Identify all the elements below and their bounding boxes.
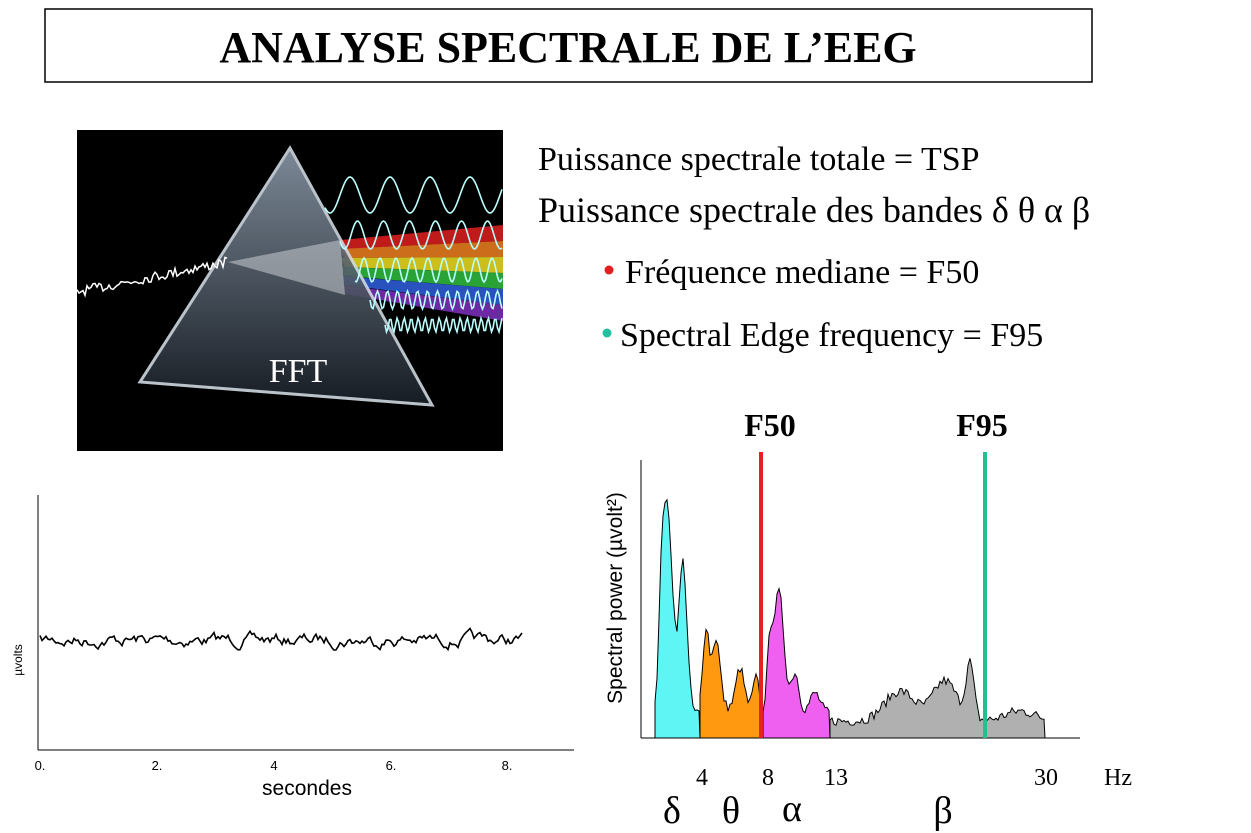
input-signal bbox=[76, 256, 228, 298]
wave bbox=[324, 176, 503, 214]
x-tick-label: 8 bbox=[762, 765, 774, 791]
x-tick-label: 4 bbox=[270, 758, 277, 773]
x-tick-label: 4 bbox=[696, 765, 708, 791]
spectrum bbox=[654, 498, 1046, 739]
bullet: Fréquence mediane = F50 bbox=[625, 254, 979, 291]
x-tick-label: 6. bbox=[386, 758, 397, 773]
bullet-dot bbox=[602, 328, 612, 338]
x-label: secondes bbox=[262, 777, 352, 800]
definition: Puissance spectrale totale = TSP bbox=[538, 141, 980, 178]
band-area bbox=[762, 586, 831, 739]
band-label: α bbox=[782, 788, 802, 830]
band-area bbox=[654, 498, 701, 739]
title: ANALYSE SPECTRALE DE L’EEG bbox=[219, 23, 916, 72]
band-label: δ bbox=[663, 790, 681, 832]
rainbow-band bbox=[340, 276, 503, 305]
definition: Puissance spectrale des bandes δ θ α β bbox=[538, 190, 1090, 230]
prism-label: FFT bbox=[269, 353, 328, 390]
x-tick-label: 8. bbox=[502, 758, 513, 773]
band-area bbox=[829, 658, 1046, 739]
marker-label: F95 bbox=[956, 407, 1008, 443]
rainbow-band bbox=[340, 241, 503, 258]
bullet: Spectral Edge frequency = F95 bbox=[620, 317, 1043, 354]
band-area bbox=[699, 627, 764, 739]
eeg-trace bbox=[39, 627, 523, 652]
marker-label: F50 bbox=[744, 407, 796, 443]
y-label: Spectral power (µvolt²) bbox=[604, 492, 627, 704]
wave bbox=[354, 256, 503, 284]
rainbow bbox=[340, 225, 503, 321]
x-tick-label: Hz bbox=[1104, 765, 1132, 791]
wave bbox=[384, 315, 503, 335]
x-tick-label: 30 bbox=[1034, 765, 1058, 791]
title-box bbox=[44, 8, 1093, 83]
wave bbox=[339, 220, 503, 250]
band-label: β bbox=[933, 790, 952, 832]
x-tick-label: 0. bbox=[35, 758, 46, 773]
y-label: µvolts bbox=[11, 644, 25, 676]
x-tick-label: 2. bbox=[152, 758, 163, 773]
light-beam bbox=[228, 240, 345, 295]
x-tick-label: 13 bbox=[824, 765, 848, 791]
waves bbox=[76, 176, 503, 335]
band-label: θ bbox=[722, 790, 740, 832]
bullet-dot bbox=[604, 265, 614, 275]
wave bbox=[369, 288, 503, 312]
rainbow-band bbox=[340, 285, 503, 321]
